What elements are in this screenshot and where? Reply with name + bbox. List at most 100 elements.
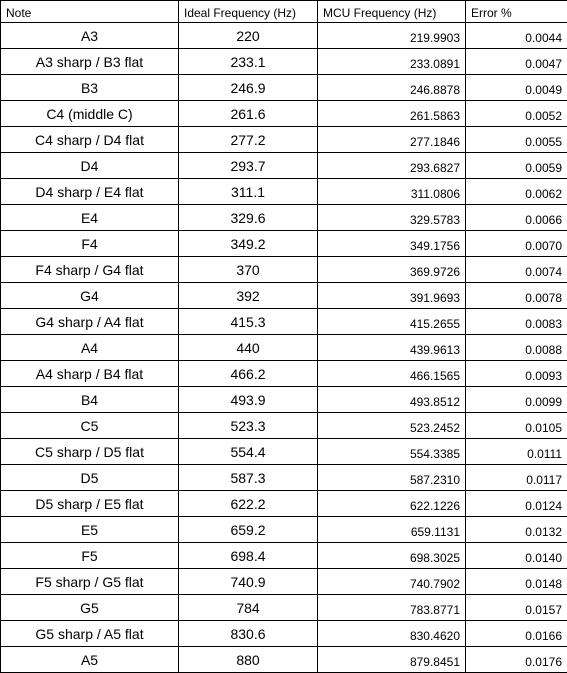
- cell-note: F4 sharp / G4 flat: [1, 257, 179, 283]
- cell-ideal-frequency: 233.1: [179, 49, 318, 75]
- cell-ideal-frequency: 246.9: [179, 75, 318, 101]
- cell-mcu-frequency: 391.9693: [318, 283, 466, 309]
- cell-note: C4 sharp / D4 flat: [1, 127, 179, 153]
- header-row: Note Ideal Frequency (Hz) MCU Frequency …: [1, 1, 567, 23]
- cell-error-percent: 0.0070: [466, 231, 567, 257]
- cell-ideal-frequency: 523.3: [179, 413, 318, 439]
- cell-mcu-frequency: 698.3025: [318, 543, 466, 569]
- cell-ideal-frequency: 698.4: [179, 543, 318, 569]
- cell-error-percent: 0.0176: [466, 647, 567, 673]
- cell-ideal-frequency: 554.4: [179, 439, 318, 465]
- cell-mcu-frequency: 466.1565: [318, 361, 466, 387]
- cell-note: A5: [1, 647, 179, 673]
- cell-error-percent: 0.0157: [466, 595, 567, 621]
- cell-ideal-frequency: 830.6: [179, 621, 318, 647]
- cell-error-percent: 0.0099: [466, 387, 567, 413]
- cell-ideal-frequency: 440: [179, 335, 318, 361]
- cell-mcu-frequency: 293.6827: [318, 153, 466, 179]
- cell-error-percent: 0.0148: [466, 569, 567, 595]
- cell-mcu-frequency: 830.4620: [318, 621, 466, 647]
- header-note: Note: [1, 1, 179, 23]
- cell-ideal-frequency: 370: [179, 257, 318, 283]
- cell-error-percent: 0.0088: [466, 335, 567, 361]
- cell-note: D4: [1, 153, 179, 179]
- cell-error-percent: 0.0093: [466, 361, 567, 387]
- cell-note: D5 sharp / E5 flat: [1, 491, 179, 517]
- cell-mcu-frequency: 439.9613: [318, 335, 466, 361]
- cell-ideal-frequency: 311.1: [179, 179, 318, 205]
- header-ideal-frequency: Ideal Frequency (Hz): [179, 1, 318, 23]
- cell-error-percent: 0.0074: [466, 257, 567, 283]
- cell-mcu-frequency: 233.0891: [318, 49, 466, 75]
- cell-note: G5: [1, 595, 179, 621]
- cell-ideal-frequency: 392: [179, 283, 318, 309]
- cell-error-percent: 0.0078: [466, 283, 567, 309]
- cell-note: C5 sharp / D5 flat: [1, 439, 179, 465]
- cell-mcu-frequency: 783.8771: [318, 595, 466, 621]
- cell-note: E4: [1, 205, 179, 231]
- cell-error-percent: 0.0062: [466, 179, 567, 205]
- cell-note: A3: [1, 23, 179, 49]
- header-error-percent: Error %: [466, 1, 567, 23]
- cell-note: C4 (middle C): [1, 101, 179, 127]
- cell-ideal-frequency: 466.2: [179, 361, 318, 387]
- cell-ideal-frequency: 659.2: [179, 517, 318, 543]
- cell-error-percent: 0.0105: [466, 413, 567, 439]
- cell-error-percent: 0.0044: [466, 23, 567, 49]
- cell-mcu-frequency: 659.1131: [318, 517, 466, 543]
- cell-mcu-frequency: 311.0806: [318, 179, 466, 205]
- cell-ideal-frequency: 277.2: [179, 127, 318, 153]
- cell-note: B3: [1, 75, 179, 101]
- cell-mcu-frequency: 349.1756: [318, 231, 466, 257]
- cell-mcu-frequency: 277.1846: [318, 127, 466, 153]
- cell-note: A4 sharp / B4 flat: [1, 361, 179, 387]
- cell-ideal-frequency: 622.2: [179, 491, 318, 517]
- cell-error-percent: 0.0124: [466, 491, 567, 517]
- cell-ideal-frequency: 349.2: [179, 231, 318, 257]
- cell-ideal-frequency: 329.6: [179, 205, 318, 231]
- cell-note: E5: [1, 517, 179, 543]
- cell-mcu-frequency: 523.2452: [318, 413, 466, 439]
- cell-ideal-frequency: 415.3: [179, 309, 318, 335]
- cell-error-percent: 0.0049: [466, 75, 567, 101]
- cell-error-percent: 0.0140: [466, 543, 567, 569]
- cell-error-percent: 0.0111: [466, 439, 567, 465]
- cell-ideal-frequency: 293.7: [179, 153, 318, 179]
- cell-mcu-frequency: 219.9903: [318, 23, 466, 49]
- cell-note: F5 sharp / G5 flat: [1, 569, 179, 595]
- header-mcu-frequency: MCU Frequency (Hz): [318, 1, 466, 23]
- cell-ideal-frequency: 740.9: [179, 569, 318, 595]
- cell-mcu-frequency: 879.8451: [318, 647, 466, 673]
- cell-mcu-frequency: 415.2655: [318, 309, 466, 335]
- cell-error-percent: 0.0132: [466, 517, 567, 543]
- cell-note: B4: [1, 387, 179, 413]
- cell-error-percent: 0.0052: [466, 101, 567, 127]
- cell-mcu-frequency: 740.7902: [318, 569, 466, 595]
- cell-note: D5: [1, 465, 179, 491]
